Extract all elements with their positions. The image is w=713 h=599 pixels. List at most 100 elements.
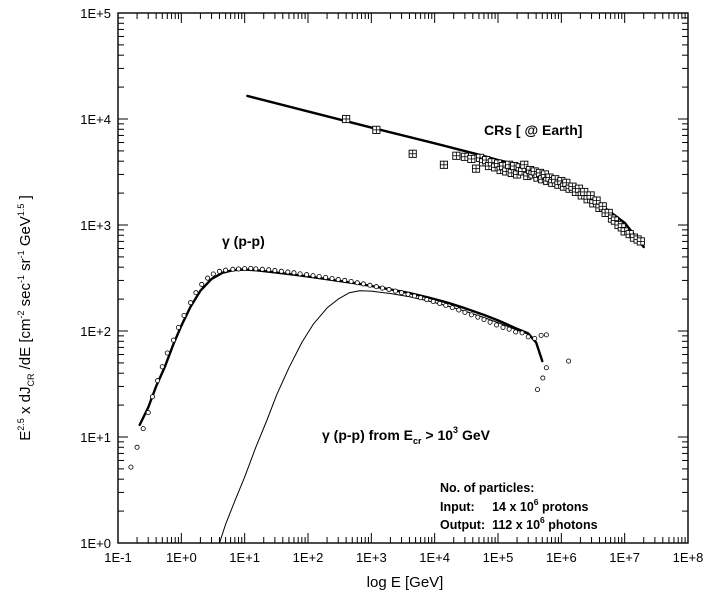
gamma-data-point [278,268,284,274]
annotation-gamma-ecr: γ (p-p) from Ecr > 103 GeV [322,425,491,446]
gamma-data-point [437,300,443,306]
gamma-data-point [481,317,487,323]
gamma-data-point [310,273,316,279]
gamma-data-point [462,309,468,315]
gamma-data-point [216,268,222,274]
y-tick-label: 1E+4 [80,112,111,127]
series-markers [128,114,645,470]
gamma-data-point [193,290,199,296]
gamma-data-point [170,337,176,343]
cr-data-point [452,151,461,160]
y-tick-label: 1E+0 [80,536,111,551]
plot-frame [117,12,689,544]
gamma-data-point [513,329,519,335]
y-tick-labels: 1E+0 1E+1 1E+2 1E+3 1E+4 1E+5 [80,6,111,551]
gamma-data-point [348,279,354,285]
x-tick-label: 1E+5 [483,550,514,565]
gamma-data-point [538,332,544,338]
cr-data-point [586,191,595,200]
gamma-data-point [236,266,242,272]
gamma-data-point [360,281,366,287]
gamma-data-point [468,312,474,318]
gamma-data-point [342,277,348,283]
gamma-data-point [175,324,181,330]
gamma-data-point [223,267,229,273]
gamma-data-point [335,277,341,283]
x-tick-label: 1E+1 [229,550,260,565]
gamma-data-point [259,266,265,272]
x-tick-label: 1E+2 [293,550,324,565]
gamma-data-point [443,303,449,309]
gamma-data-point [500,324,506,330]
series-line-thin [219,290,543,544]
gamma-data-point [266,267,272,273]
x-tick-label: 1E-1 [104,550,131,565]
gamma-data-point [242,266,248,272]
x-tick-label: 1E+3 [356,550,387,565]
gamma-data-point [316,273,322,279]
gamma-data-point [487,319,493,325]
gamma-data-point [210,271,216,277]
gamma-data-point [449,305,455,311]
gamma-data-point [140,426,146,432]
gamma-data-point [248,265,254,271]
cr-data-point [439,160,448,169]
gamma-data-point [159,364,165,370]
cr-data-point [471,164,481,173]
cr-data-point [520,160,529,169]
gamma-data-point [134,444,140,450]
gamma-data-point [379,285,385,291]
gamma-data-point [424,297,430,303]
cr-data-point [636,237,645,246]
x-tick-labels: 1E-1 1E+0 1E+1 1E+2 1E+3 1E+4 1E+5 1E+6 1E+7 1E+8 [104,550,703,565]
gamma-data-point [543,365,549,371]
gamma-data-point [367,282,373,288]
y-tick-label: 1E+3 [80,218,111,233]
gamma-data-point [525,334,531,340]
gamma-data-point [494,322,500,328]
cr-data-point [342,114,351,124]
annotation-crs-earth: CRs [ @ Earth] [484,122,582,138]
gamma-data-point [297,271,303,277]
note-input: Input: 14 x 106 protons [440,497,589,514]
gamma-data-point [354,280,360,286]
gamma-data-point [329,275,335,281]
gamma-data-point [149,394,155,400]
gamma-data-point [291,270,297,276]
axis-ticks [117,12,689,544]
series-line-thick [138,268,544,427]
gamma-data-point [323,274,329,280]
x-tick-label: 1E+7 [609,550,640,565]
gamma-data-point [430,298,436,304]
gamma-data-point [399,290,405,296]
x-tick-label: 1E+4 [419,550,450,565]
gamma-data-point [456,307,462,313]
gamma-data-point [304,272,310,278]
gamma-data-point [164,350,170,356]
y-tick-label: 1E+5 [80,6,111,21]
gamma-data-point [534,387,540,393]
gamma-data-point [199,281,205,287]
x-tick-label: 1E+6 [546,550,577,565]
y-tick-label: 1E+1 [80,430,111,445]
cr-data-point [467,154,476,163]
gamma-data-point [543,332,549,338]
gamma-data-point [566,358,572,364]
gamma-data-point [145,410,151,416]
gamma-data-point [540,375,546,381]
gamma-data-point [411,293,417,299]
gamma-data-point [181,313,187,319]
gamma-data-point [405,291,411,297]
gamma-data-point [285,269,291,275]
note-output: Output: 112 x 106 photons [440,515,598,532]
cr-data-point [408,149,417,158]
x-tick-label: 1E+0 [166,550,197,565]
gamma-data-point [373,284,379,290]
x-axis-title: log E [GeV] [367,574,444,591]
gamma-data-point [532,335,538,341]
series-lines [138,94,645,544]
note-particles-title: No. of particles: [440,481,534,495]
series-line-thick [246,94,645,249]
gamma-data-point [154,378,160,384]
